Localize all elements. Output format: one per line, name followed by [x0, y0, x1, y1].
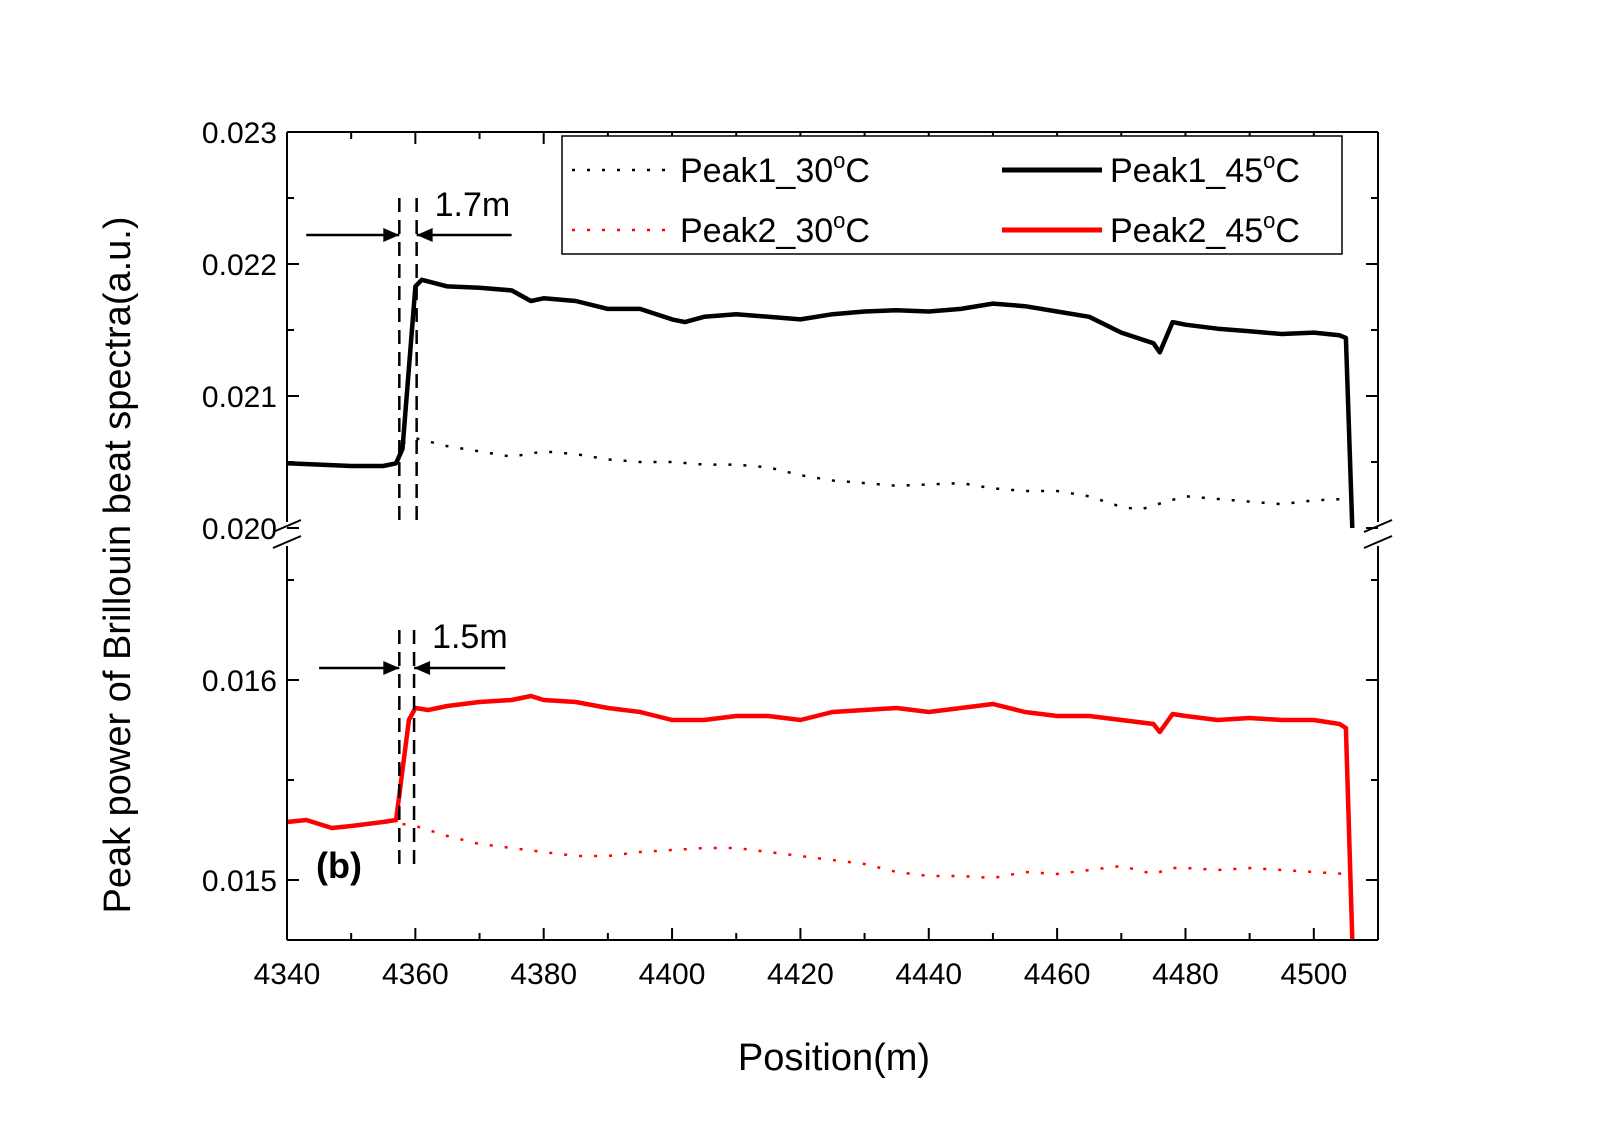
series-line-peak1-30: [402, 436, 1346, 511]
axis-break-right: [1363, 535, 1393, 549]
x-tick-label: 4340: [254, 958, 321, 991]
legend-label: Peak1_30oC: [680, 148, 870, 190]
y-tick-label: 0.020: [202, 513, 277, 546]
x-tick-label: 4500: [1280, 958, 1347, 991]
panel-label: (b): [316, 845, 362, 886]
axis-break-right: [1363, 519, 1393, 533]
x-tick-label: 4360: [382, 958, 449, 991]
y-tick-label: 0.023: [202, 117, 277, 150]
x-tick-label: 4440: [895, 958, 962, 991]
arrow-head: [416, 227, 433, 242]
arrow-head: [383, 227, 400, 242]
y-tick-label: 0.016: [202, 665, 277, 698]
x-tick-label: 4400: [639, 958, 706, 991]
series-line-peak1-45: [286, 277, 1355, 529]
legend-label: Peak1_45oC: [1110, 148, 1300, 190]
y-axis-title: Peak power of Brillouin beat spectra(a.u…: [97, 216, 139, 913]
y-tick-label: 0.021: [202, 381, 277, 414]
axis-break-left: [272, 519, 302, 533]
x-tick-label: 4380: [510, 958, 577, 991]
y-tick-label: 0.015: [202, 865, 277, 898]
arrow-head: [383, 661, 400, 675]
series-line-peak2-30: [402, 822, 1346, 880]
legend-label: Peak2_45oC: [1110, 208, 1300, 250]
series-line-peak2-45: [286, 693, 1355, 941]
x-tick-label: 4460: [1024, 958, 1091, 991]
annotation-label: 1.7m: [435, 186, 511, 224]
x-tick-label: 4480: [1152, 958, 1219, 991]
arrow-head: [414, 661, 431, 675]
axes: 4340 4360 4380 4400 4420 4440 4460 4480 4500 0.01…: [202, 117, 1393, 991]
x-tick-label: 4420: [767, 958, 834, 991]
x-axis-title: Position(m): [738, 1037, 930, 1079]
axis-break-left: [272, 535, 302, 549]
y-tick-label: 0.022: [202, 249, 277, 282]
series-lines: [286, 277, 1355, 941]
annotation-label: 1.5m: [432, 618, 508, 656]
annotations: 1.7m 1.5m: [306, 186, 512, 864]
